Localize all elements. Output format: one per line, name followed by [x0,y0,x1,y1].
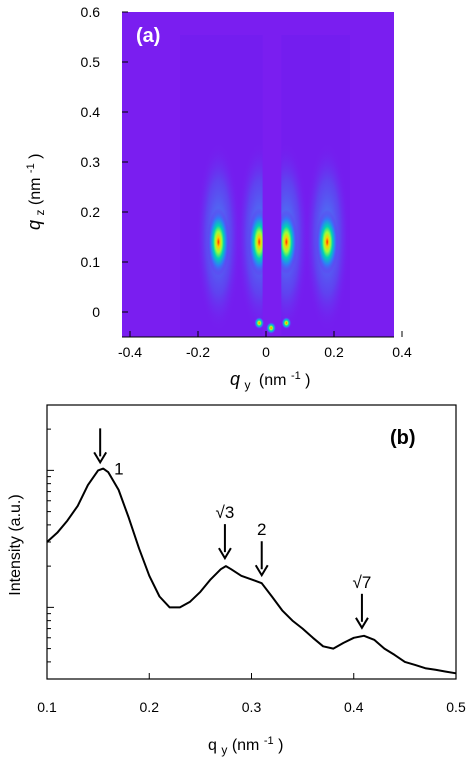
peak-arrow-head [93,451,108,465]
panel-a-x-label: q y (nm -1 ) [230,366,311,393]
x-tick-label: 0.2 [140,699,160,715]
specular-spot [281,317,292,329]
y-tick-label: 0.4 [81,104,101,120]
peak-annotations: 1 √3 2 √7 [93,428,372,630]
y-tick-label: 0.6 [81,4,101,20]
panel-b-y-ticks [47,404,54,680]
peak-arrow-head [254,564,269,578]
beamstop-strip [262,35,282,335]
panel-a-y-ticks: 0 0.1 0.2 0.3 0.4 0.5 0.6 [81,4,128,320]
intensity-profile-line [46,467,457,675]
panel-b-x-ticks: 0.1 0.2 0.3 0.4 0.5 [37,673,466,715]
x-tick-label: 0.5 [446,699,466,715]
x-tick-label: 0.1 [37,699,57,715]
x-tick-label: 0.4 [344,699,364,715]
specular-spot [254,317,265,329]
peak-arrow-head [355,617,369,630]
x-tick-label: -0.2 [186,344,210,360]
x-tick-label: 0 [262,344,270,360]
panel-b-x-label: q y (nm -1 ) [208,731,283,758]
panel-a-x-ticks: -0.4 -0.2 0 0.2 0.4 [118,331,412,360]
scattering-spot [316,209,339,275]
peak-label: √3 [216,503,235,522]
panel-b-label: (b) [390,427,416,449]
peak-label: 2 [257,520,266,539]
y-tick-label: 0.5 [81,54,101,70]
peak-arrow-head [218,547,232,561]
specular-spot [266,322,277,334]
peak-label: 1 [114,459,123,478]
x-tick-label: 0.2 [324,344,344,360]
panel-b-y-label: Intensity (a.u.) [7,494,24,595]
x-tick-label: -0.4 [118,344,142,360]
y-tick-label: 0.2 [81,204,101,220]
x-tick-label: 0.3 [242,699,262,715]
y-tick-label: 0.1 [81,254,101,270]
panel-b-line-chart: 0.1 0.2 0.3 0.4 0.5 1√32√7 (b) q y (nm -1 ) … [7,404,466,758]
y-tick-label: 0.3 [81,154,101,170]
scattering-spot [207,208,230,276]
panel-a-y-label: q z (nm -1 ) [21,154,48,231]
specular-spots [254,317,292,334]
x-tick-label: 0.4 [392,344,412,360]
panel-a-label: (a) [136,25,160,47]
panel-a-heatmap: (a) -0.4 -0.2 0 0.2 0.4 00.10.20.30.40.50.6 … [21,4,412,393]
peak-label: √7 [353,573,372,592]
y-tick-label: 0 [92,304,100,320]
